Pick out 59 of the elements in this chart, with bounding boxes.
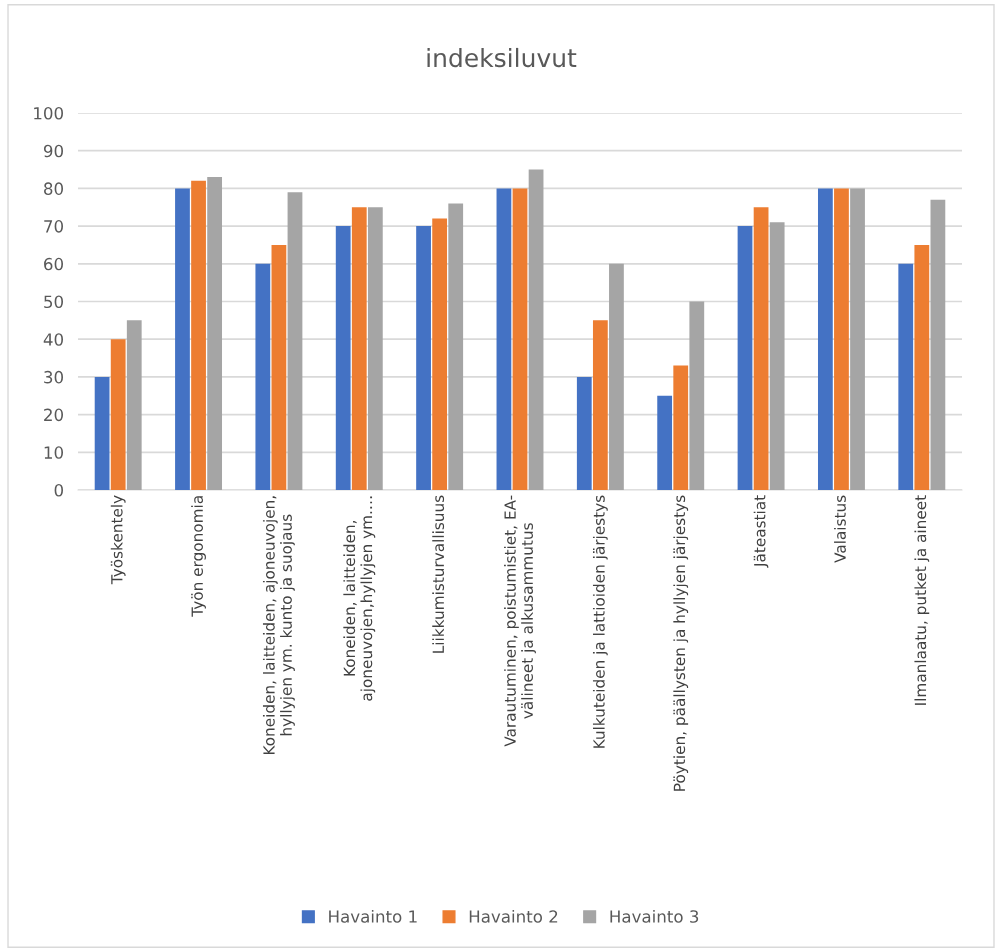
y-tick-label: 100 <box>34 106 63 120</box>
bar <box>432 218 448 490</box>
y-tick-label: 40 <box>43 333 63 346</box>
x-tick-label: Kulkuteiden ja lattioiden järjestys <box>592 495 608 748</box>
bar <box>94 376 110 490</box>
bar <box>689 301 705 490</box>
bar <box>126 320 142 490</box>
bar <box>287 192 303 490</box>
x-tick-label: Työn ergonomia <box>191 496 206 617</box>
y-tick-label: 60 <box>44 257 63 271</box>
legend-label: Havainto 2 <box>469 909 558 923</box>
bar <box>448 203 464 490</box>
legend-label: Havainto 3 <box>610 909 699 923</box>
bar <box>834 188 849 490</box>
bar <box>335 226 351 490</box>
bar <box>191 180 206 490</box>
x-tick-label: Koneiden, laitteiden, ajoneuvojen,hyllyjen ym.… <box>343 496 376 701</box>
bar <box>769 222 785 490</box>
bar <box>367 207 383 490</box>
bar <box>737 226 753 490</box>
legend-label: Havainto 1 <box>329 909 417 923</box>
y-tick-label: 90 <box>43 144 63 158</box>
x-tick-label: Koneiden, laitteiden, ajoneuvojen, hyllyjen ym. kunto ja suojaus <box>262 496 295 755</box>
bar <box>255 263 271 490</box>
x-tick-label: Liikkumisturvallisuus <box>432 495 445 653</box>
bar <box>753 207 769 490</box>
bar <box>914 244 930 490</box>
bar <box>110 339 126 490</box>
bar <box>512 188 528 490</box>
y-tick-label: 30 <box>44 370 63 384</box>
x-tick-label: Työskentely <box>110 495 126 585</box>
bar <box>609 263 624 490</box>
bar <box>657 395 673 490</box>
bar <box>592 320 608 490</box>
y-tick-label: 80 <box>44 182 63 195</box>
bar <box>351 207 367 490</box>
bar <box>496 188 512 490</box>
y-tick-label: 70 <box>44 220 63 233</box>
bar <box>528 169 544 490</box>
bar <box>207 177 223 490</box>
bar <box>673 365 689 490</box>
x-tick-label: Jäteastiat <box>753 495 769 568</box>
bar <box>576 376 592 490</box>
y-tick-label: 0 <box>54 483 63 497</box>
y-tick-label: 20 <box>44 408 63 422</box>
bar <box>271 244 287 490</box>
bar <box>416 226 431 490</box>
x-tick-label: Varautuminen, poistumistiet, EA- välineet ja alkusammutus <box>504 495 536 747</box>
y-tick-label: 50 <box>44 295 63 309</box>
y-tick-label: 10 <box>44 446 63 459</box>
chart-title: indeksiluvut <box>427 47 577 68</box>
bar <box>175 188 190 490</box>
bar <box>930 199 946 490</box>
x-tick-label: Pöytien, päällysten ja hyllyjen järjestys <box>673 495 689 791</box>
bar <box>898 263 914 490</box>
bar <box>850 188 865 490</box>
x-tick-label: Ilmanlaatu, putket ja aineet <box>914 495 930 705</box>
x-tick-label: Valaistus <box>834 495 846 563</box>
bar <box>817 188 833 490</box>
